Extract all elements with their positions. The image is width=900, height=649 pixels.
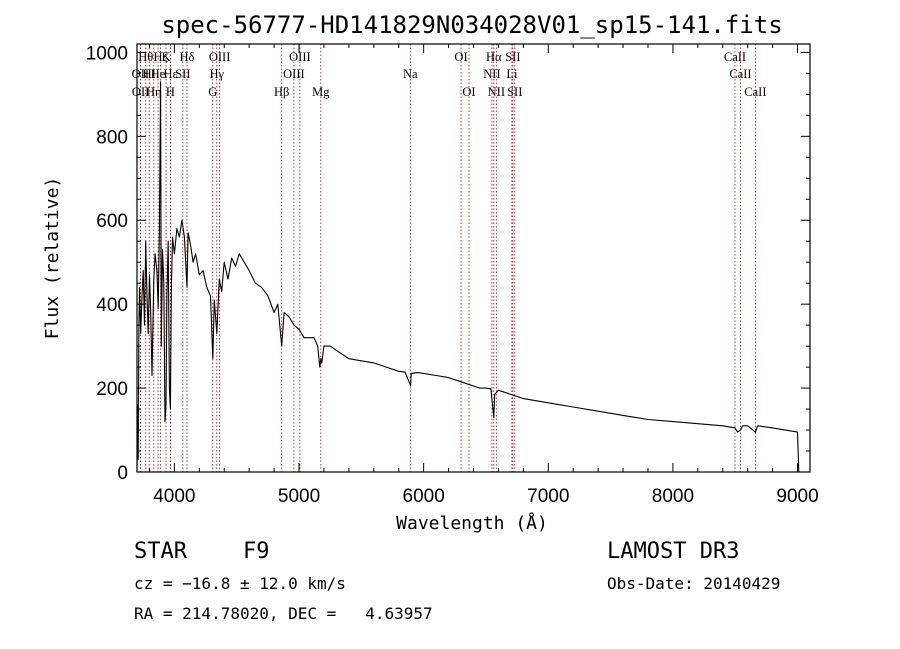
y-tick-label: 400	[96, 295, 128, 316]
y-tick-label: 1000	[86, 43, 128, 64]
x-axis-label: Wavelength (Å)	[396, 512, 548, 534]
spectral-line-label: Li	[506, 67, 518, 81]
y-tick-label: 800	[96, 127, 128, 148]
spectral-line-label: K	[162, 50, 171, 64]
object-class: STAR	[134, 539, 187, 564]
spectral-line-label: OIII	[209, 50, 231, 64]
spectral-line-label: CaII	[729, 67, 751, 81]
spectral-line-label: OII	[132, 85, 149, 99]
spectral-line-label: Mg	[312, 85, 330, 99]
observation-date: Obs-Date: 20140429	[607, 574, 781, 593]
spectral-line-label: NII	[483, 67, 500, 81]
spectrum-chart: spec-56777-HD141829N034028V01_sp15-141.f…	[42, 11, 819, 534]
spectral-line-label: CaII	[724, 50, 746, 64]
spectral-line-label: Hγ	[209, 67, 224, 81]
y-axis-label: Flux (relative)	[42, 177, 63, 340]
spectral-line-label: OII	[132, 67, 149, 81]
object-subclass: F9	[243, 539, 270, 564]
spectral-line-label: SII	[175, 67, 190, 81]
spectral-line-markers: OIIOIIHθHIHηHeHζKHHεSIIHδGHγOIIIHβOIIIOI…	[132, 44, 767, 472]
redshift-cz: cz = −16.8 ± 12.0 km/s	[134, 574, 346, 593]
spectral-line-label: CaII	[744, 85, 766, 99]
chart-title: spec-56777-HD141829N034028V01_sp15-141.f…	[161, 11, 782, 39]
spectral-line-label: OI	[454, 50, 467, 64]
x-tick-label: 7000	[527, 486, 569, 507]
spectral-line-label: OIII	[289, 50, 311, 64]
spectral-line-label: Hζ	[153, 50, 167, 64]
spectral-line-label: He	[151, 67, 166, 81]
spectral-line-label: Hβ	[274, 85, 289, 99]
x-tick-label: 6000	[403, 486, 445, 507]
y-tick-label: 200	[96, 379, 128, 400]
spectral-line-label: G	[208, 85, 217, 99]
x-tick-label: 8000	[652, 486, 694, 507]
coordinates: RA = 214.78020, DEC = 4.63957	[134, 604, 433, 623]
spectral-line-label: H	[166, 85, 175, 99]
y-axis: 0 200 400 600 800 1000	[86, 43, 810, 484]
spectral-line-label: Hδ	[180, 50, 195, 64]
x-tick-label: 9000	[776, 486, 818, 507]
spectral-line-label: HI	[143, 67, 156, 81]
spectral-line-label: NII	[488, 85, 505, 99]
spectral-line-label: OI	[462, 85, 475, 99]
spectral-line-label: SII	[505, 50, 520, 64]
x-tick-label: 4000	[153, 486, 195, 507]
spectrum-line	[136, 81, 800, 473]
y-tick-label: 0	[117, 463, 128, 484]
y-tick-label: 600	[96, 211, 128, 232]
survey-name: LAMOST DR3	[607, 539, 740, 564]
spectral-line-label: Hθ	[138, 50, 153, 64]
x-axis: 4000 5000 6000 7000 8000 9000	[148, 44, 819, 507]
spectral-line-label: OIII	[283, 67, 305, 81]
spectral-line-label: Hε	[164, 67, 178, 81]
spectral-line-label: SII	[507, 85, 522, 99]
x-tick-label: 5000	[278, 486, 320, 507]
spectral-line-label: Hη	[146, 85, 162, 99]
spectral-line-label: Na	[403, 67, 418, 81]
spectral-line-label: Hα	[486, 50, 502, 64]
